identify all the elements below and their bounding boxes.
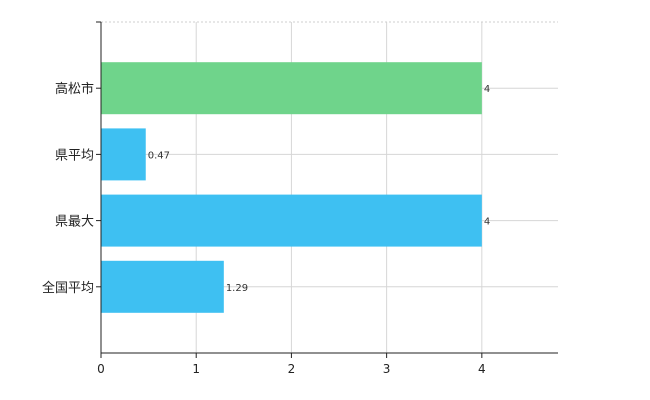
bar-3	[101, 194, 482, 247]
bars	[101, 62, 482, 313]
data-label: 0.47	[148, 150, 170, 161]
x-tick-label: 3	[383, 362, 391, 376]
data-label: 1.29	[226, 283, 248, 294]
bar-2	[101, 128, 146, 181]
x-tick-label: 2	[288, 362, 296, 376]
data-label: 4	[484, 84, 490, 95]
category-label: 高松市	[55, 81, 94, 97]
bar-4	[101, 260, 224, 313]
category-label: 県最大	[55, 215, 94, 230]
category-label: 県平均	[55, 148, 94, 163]
data-label: 4	[484, 217, 490, 228]
bar-1	[101, 62, 482, 115]
x-tick-label: 4	[478, 362, 486, 376]
category-label: 全国平均	[42, 280, 94, 296]
axes	[96, 21, 558, 358]
labels: 4 高松市 0.47 県平均 4 県最大 1.29 全国平均 0 1 2 3 4	[42, 81, 490, 376]
x-tick-label: 0	[97, 362, 105, 376]
x-tick-label: 1	[192, 362, 200, 376]
